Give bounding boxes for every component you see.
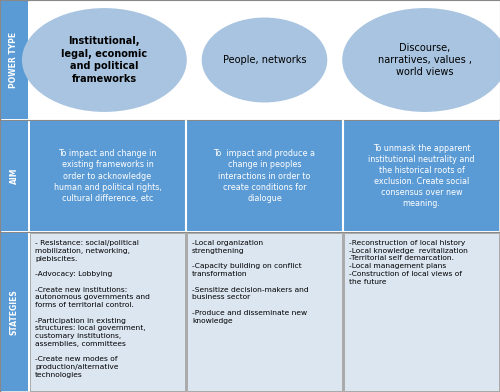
Bar	[187, 233, 342, 391]
Text: Discourse,
narratives, values ,
world views: Discourse, narratives, values , world vi…	[378, 43, 472, 77]
Text: -Local organization
strengthening

-Capacity building on conflict
transformation: -Local organization strengthening -Capac…	[192, 240, 308, 323]
Text: - Resistance: social/political
mobilization, networking,
plebiscites.

-Advocacy: - Resistance: social/political mobilizat…	[35, 240, 150, 378]
Ellipse shape	[202, 18, 328, 102]
Text: AIM: AIM	[10, 168, 18, 184]
Text: STATEGIES: STATEGIES	[10, 289, 18, 335]
Text: To unmask the apparent
institutional neutrality and
the historical roots of
excl: To unmask the apparent institutional neu…	[368, 144, 475, 208]
Bar	[29, 1, 500, 119]
Bar	[30, 121, 185, 231]
Bar	[187, 121, 342, 231]
Bar	[30, 233, 185, 391]
Text: Institutional,
legal, economic
and political
frameworks: Institutional, legal, economic and polit…	[62, 36, 148, 83]
Text: To impact and change in
existing frameworks in
order to acknowledge
human and po: To impact and change in existing framewo…	[54, 149, 162, 203]
Text: To  impact and produce a
change in peoples
interactions in order to
create condi: To impact and produce a change in people…	[214, 149, 316, 203]
Bar	[0, 233, 28, 391]
Bar	[0, 1, 28, 119]
Text: People, networks: People, networks	[223, 55, 306, 65]
Bar	[344, 121, 499, 231]
Bar	[0, 121, 28, 231]
Text: POWER TYPE: POWER TYPE	[10, 32, 18, 88]
Ellipse shape	[22, 8, 187, 112]
Ellipse shape	[342, 8, 500, 112]
Text: -Reconstruction of local history
-Local knowledge  revitalization
-Territorial s: -Reconstruction of local history -Local …	[349, 240, 468, 285]
Bar	[344, 233, 499, 391]
